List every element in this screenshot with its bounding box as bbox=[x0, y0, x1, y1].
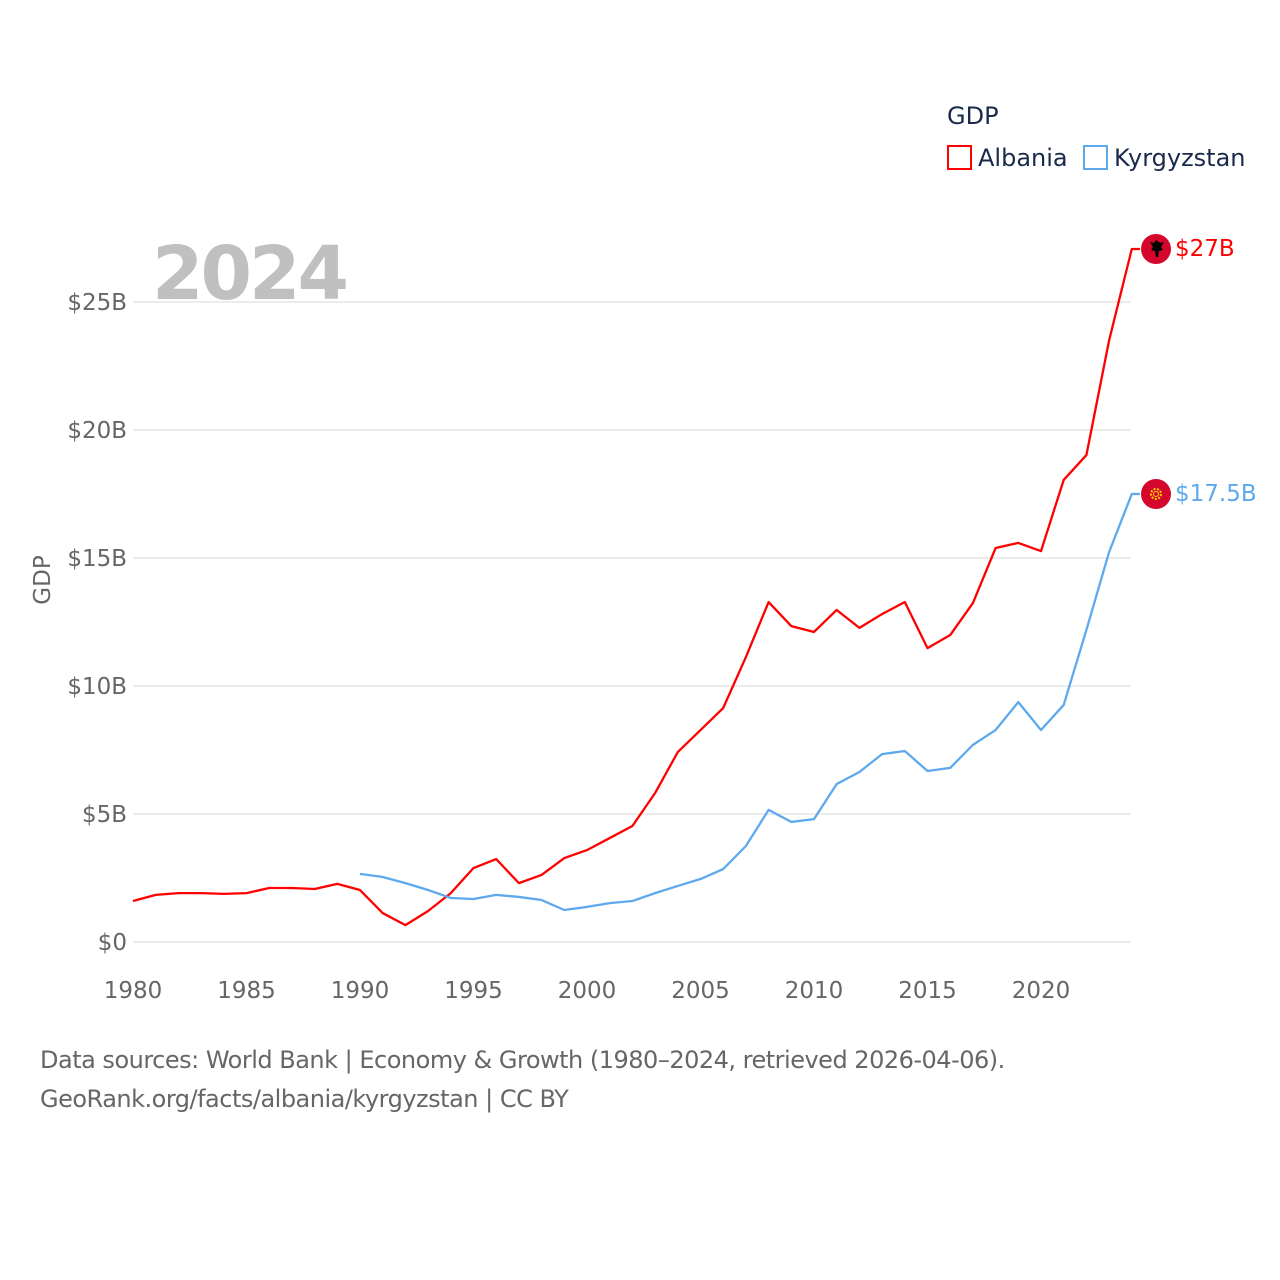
albania-flag-icon bbox=[1141, 234, 1171, 264]
x-tick-label: 1990 bbox=[331, 978, 390, 1004]
series-line-kyrgyzstan[interactable] bbox=[359, 492, 1140, 912]
year-watermark: 2024 bbox=[152, 231, 346, 317]
kyrgyzstan-flag-icon bbox=[1141, 479, 1171, 509]
x-tick-label: 1995 bbox=[444, 978, 503, 1004]
legend-swatch-albania[interactable] bbox=[947, 145, 972, 170]
x-tick-label: 2010 bbox=[785, 978, 844, 1004]
y-tick-label: $20B bbox=[67, 418, 127, 444]
series-line-albania[interactable] bbox=[132, 247, 1140, 927]
albania-end-label: $27B bbox=[1175, 236, 1235, 262]
x-tick-label: 2005 bbox=[671, 978, 730, 1004]
x-tick-label: 2015 bbox=[898, 978, 957, 1004]
legend: GDP Albania Kyrgyzstan bbox=[947, 102, 1246, 172]
x-tick-label: 1980 bbox=[104, 978, 163, 1004]
y-tick-label: $0 bbox=[98, 930, 127, 956]
y-axis-label: GDP bbox=[30, 555, 56, 605]
legend-label-kyrgyzstan[interactable]: Kyrgyzstan bbox=[1114, 144, 1246, 172]
legend-label-albania[interactable]: Albania bbox=[978, 144, 1068, 172]
kyrgyzstan-end-label: $17.5B bbox=[1175, 481, 1257, 507]
y-tick-label: $10B bbox=[67, 674, 127, 700]
legend-title: GDP bbox=[947, 102, 999, 130]
footer-sources: Data sources: World Bank | Economy & Gro… bbox=[40, 1046, 1005, 1074]
x-tick-label: 2020 bbox=[1012, 978, 1071, 1004]
y-tick-label: $15B bbox=[67, 546, 127, 572]
x-tick-label: 1985 bbox=[217, 978, 276, 1004]
legend-swatch-kyrgyzstan[interactable] bbox=[1083, 145, 1108, 170]
y-tick-label: $25B bbox=[67, 290, 127, 316]
x-tick-label: 2000 bbox=[558, 978, 617, 1004]
y-tick-label: $5B bbox=[82, 802, 127, 828]
footer-attribution[interactable]: GeoRank.org/facts/albania/kyrgyzstan | C… bbox=[40, 1085, 569, 1113]
